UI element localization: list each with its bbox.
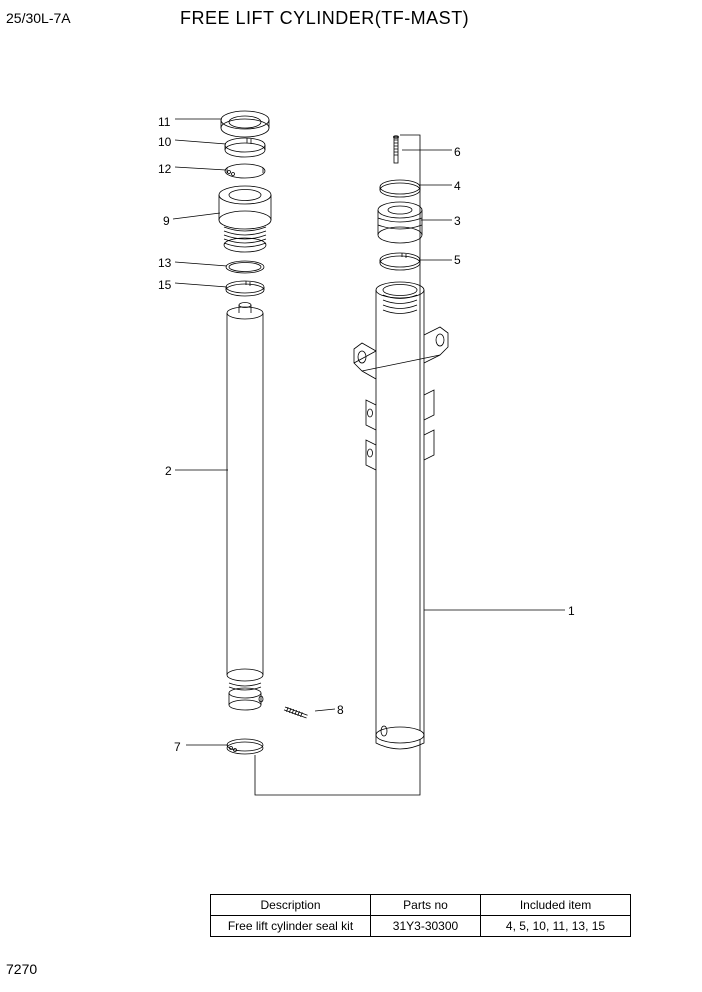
callout-8: 8 <box>337 703 344 717</box>
cell-parts-no: 31Y3-30300 <box>371 916 481 937</box>
callout-1: 1 <box>568 604 575 618</box>
cell-included: 4, 5, 10, 11, 13, 15 <box>481 916 631 937</box>
col-parts-no: Parts no <box>371 895 481 916</box>
table-header-row: Description Parts no Included item <box>211 895 631 916</box>
callout-11: 11 <box>158 115 170 129</box>
callout-2: 2 <box>165 464 172 478</box>
callout-4: 4 <box>454 179 461 193</box>
callout-9: 9 <box>163 214 170 228</box>
page-title: FREE LIFT CYLINDER(TF-MAST) <box>180 8 469 29</box>
callout-5: 5 <box>454 253 461 267</box>
parts-table: Description Parts no Included item Free … <box>210 894 631 937</box>
cell-description: Free lift cylinder seal kit <box>211 916 371 937</box>
exploded-diagram <box>140 95 580 845</box>
col-description: Description <box>211 895 371 916</box>
callout-13: 13 <box>158 256 171 270</box>
model-code: 25/30L-7A <box>6 10 71 26</box>
callout-7: 7 <box>174 740 181 754</box>
callout-6: 6 <box>454 145 461 159</box>
col-included: Included item <box>481 895 631 916</box>
callout-12: 12 <box>158 162 171 176</box>
callout-15: 15 <box>158 278 171 292</box>
table-row: Free lift cylinder seal kit 31Y3-30300 4… <box>211 916 631 937</box>
callout-10: 10 <box>158 135 171 149</box>
callout-3: 3 <box>454 214 461 228</box>
page-number: 7270 <box>6 961 37 977</box>
